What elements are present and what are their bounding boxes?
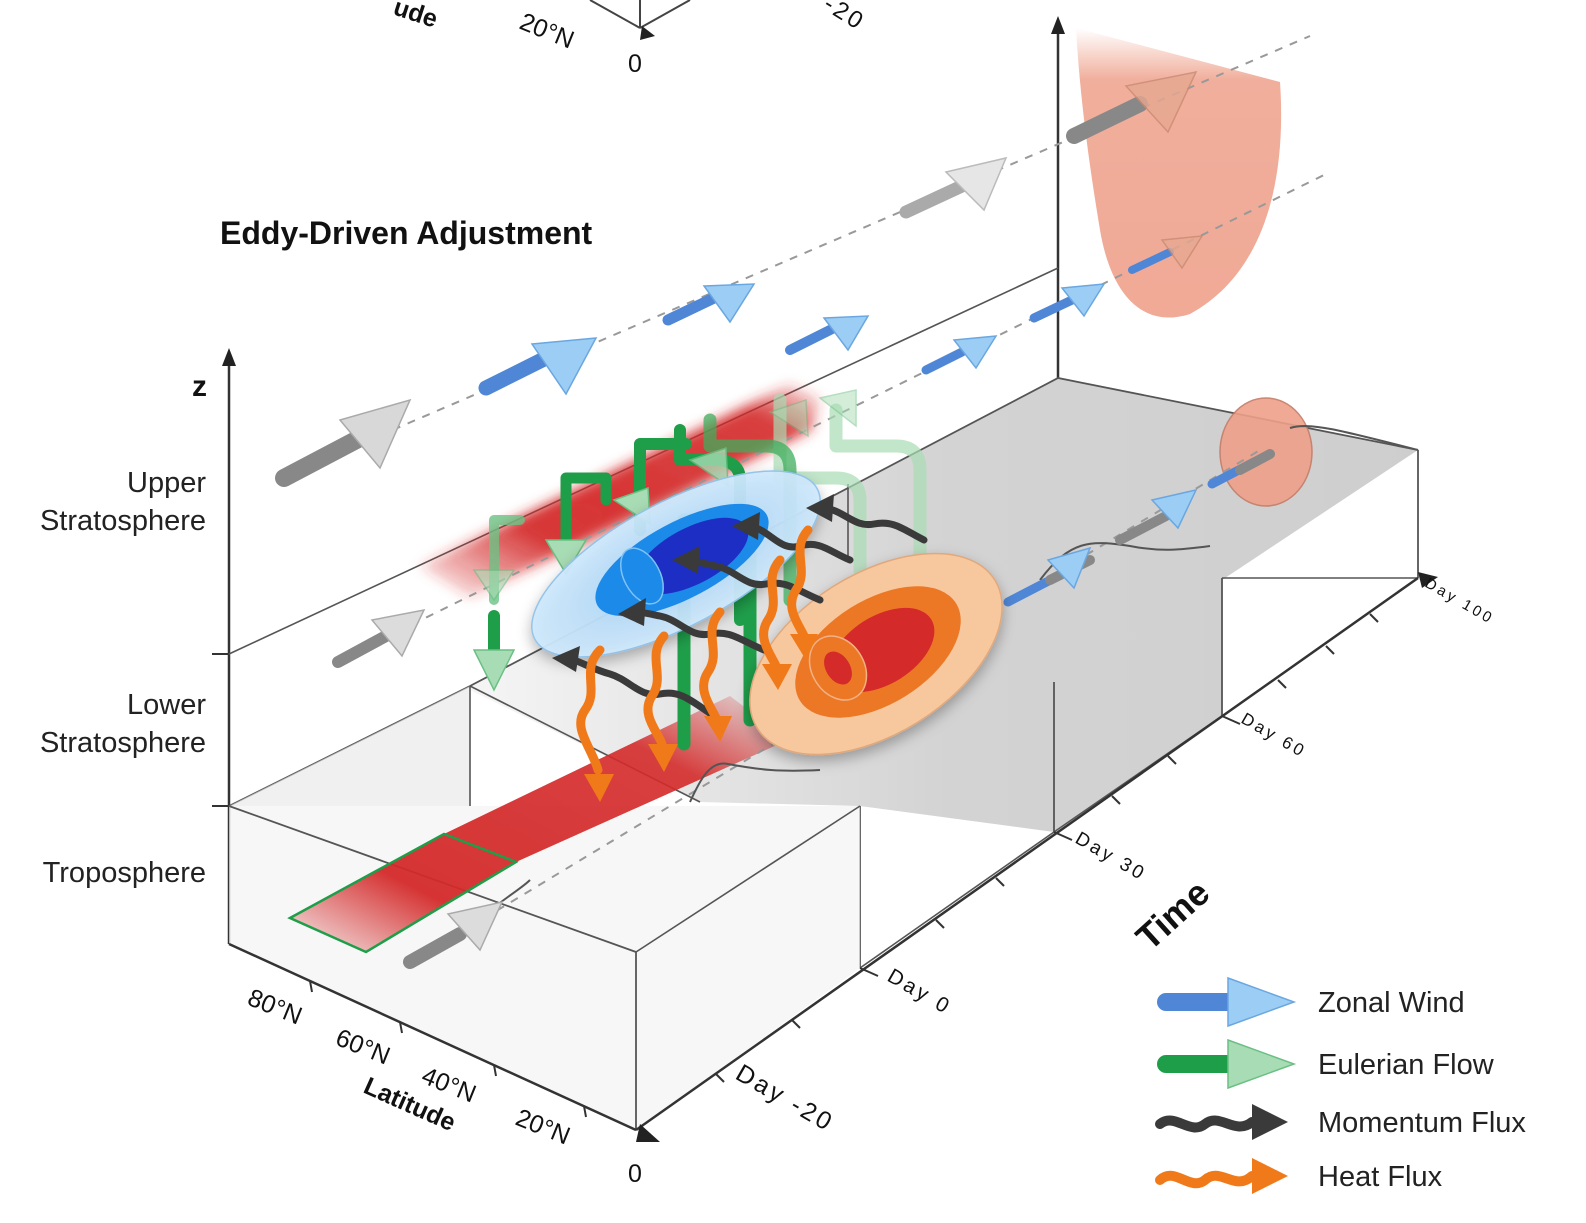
mid-wind-arrow-blue-2	[1029, 283, 1106, 323]
layer-lower-line2: Stratosphere	[40, 727, 206, 759]
upper-wind-arrow-blue-1	[478, 337, 598, 396]
layer-lower-line1: Lower	[127, 689, 206, 721]
latitude-axis-arrow-icon	[636, 1124, 660, 1142]
top-tick-20n: 20°N	[516, 8, 578, 55]
top-day-fragment: -20	[819, 0, 870, 36]
upper-wind-arrow-blue-2	[662, 283, 756, 326]
time-tick-day-0: Day 0	[884, 964, 956, 1019]
momentum-flux-arrows	[570, 504, 928, 720]
eulerian-arrowheads	[472, 389, 857, 692]
top-tick-0: 0	[628, 50, 642, 78]
mid-wind-arrow-blue-1	[921, 335, 998, 375]
latitude-tick-60n: 60°N	[332, 1024, 394, 1071]
diagram-title: Eddy-Driven Adjustment	[220, 215, 593, 251]
heat-flux-arrows	[576, 525, 813, 775]
trop-wind-arrow-day100	[1207, 449, 1275, 489]
layer-troposphere: Troposphere	[43, 857, 206, 889]
layer-upper-line1: Upper	[127, 467, 206, 499]
time-tick-day-100: Day 100	[1422, 575, 1497, 628]
upper-wind-arrow-blue-3	[785, 315, 870, 355]
momentum-flux-arrowheads	[552, 494, 834, 672]
time-tick-marks	[715, 613, 1379, 1083]
lower-stratosphere-warm-anomaly	[749, 552, 1003, 756]
latitude-tick-80n: 80°N	[244, 984, 306, 1031]
trop-wind-arrow-gray	[403, 900, 504, 969]
z-axis-label: z	[192, 370, 207, 403]
upper-wind-arrow-gray-3	[1066, 70, 1198, 144]
trop-wind-arrow-day60	[1115, 488, 1198, 545]
upper-wind-arrow-gray-large	[275, 398, 412, 487]
latitude-tick-20n: 20°N	[512, 1104, 574, 1151]
troposphere-highlight-box	[287, 832, 519, 954]
time-tick-day-60: Day 60	[1238, 709, 1310, 761]
lower-strat-wind-arrow-gray	[332, 608, 426, 668]
legend: Zonal Wind Eulerian Flow Momentum Flux H…	[1155, 976, 1526, 1194]
legend-zonal-wind-label: Zonal Wind	[1318, 987, 1465, 1019]
zonal-wind-arrow-icon	[1157, 976, 1297, 1028]
legend-eulerian-flow-label: Eulerian Flow	[1318, 1049, 1495, 1081]
eulerian-flow-arrow-icon	[1157, 1038, 1297, 1090]
heat-flux-wavy-arrow-icon	[1155, 1158, 1288, 1194]
upper-stratosphere-pink-anomaly	[1076, 28, 1282, 318]
heat-flux-arrowheads	[584, 634, 818, 802]
time-tick-day-30: Day 30	[1072, 828, 1150, 885]
z-axis-arrow-icon	[222, 348, 236, 366]
stratosphere-warm-anomaly	[420, 384, 820, 598]
trop-wind-arrow-day30	[1003, 546, 1095, 607]
top-panel-fragment: ude 20°N 0 -20	[390, 0, 870, 78]
momentum-flux-wavy-arrow-icon	[1155, 1104, 1288, 1140]
legend-momentum-flux-label: Momentum Flux	[1318, 1107, 1526, 1139]
layer-upper-line2: Stratosphere	[40, 505, 206, 537]
legend-heat-flux-label: Heat Flux	[1318, 1161, 1443, 1193]
time-axis-arrow-icon	[1418, 572, 1438, 588]
top-latitude-fragment: ude	[390, 0, 441, 33]
latitude-tick-marks	[309, 980, 587, 1118]
upper-wind-arrow-gray-2	[899, 156, 1008, 219]
time-tick-day-minus-20: Day -20	[731, 1059, 839, 1138]
latitude-tick-0: 0	[628, 1160, 642, 1188]
time-axis-label: Time	[1128, 872, 1217, 958]
mid-wind-arrow-blue-3	[1128, 235, 1204, 274]
